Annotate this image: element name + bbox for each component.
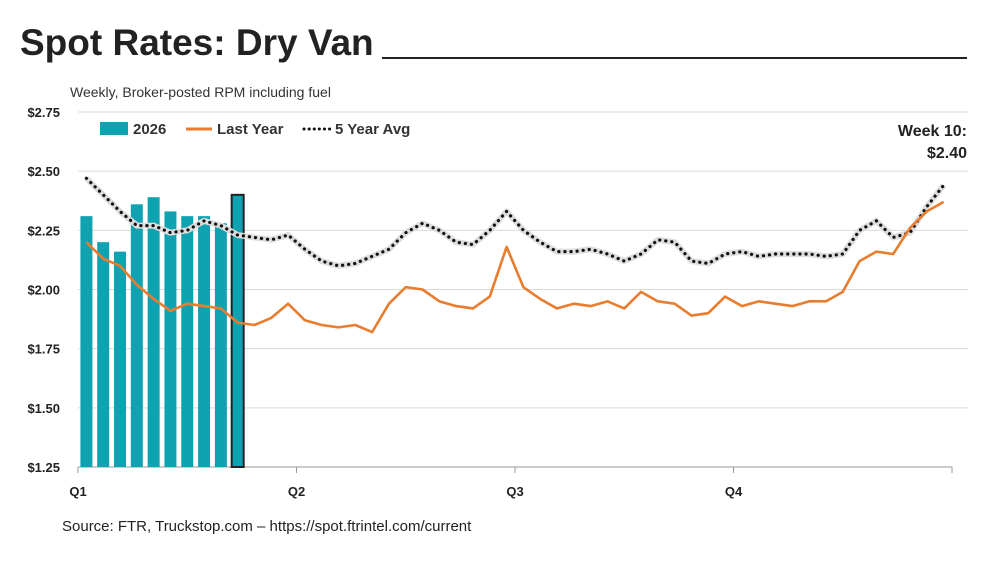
five-year-avg-line	[84, 176, 946, 268]
y-tick-label: $1.75	[27, 342, 60, 357]
y-tick-label: $2.00	[27, 283, 60, 298]
y-tick-label: $1.50	[27, 401, 60, 416]
y-tick-label: $2.75	[27, 105, 60, 120]
bar-2026	[198, 216, 211, 467]
chart-title: Spot Rates: Dry Van	[20, 22, 374, 63]
title-underline	[382, 57, 967, 59]
week-annotation: Week 10: $2.40	[898, 121, 967, 165]
chart-subtitle: Weekly, Broker-posted RPM including fuel	[70, 84, 331, 100]
x-tick-label: Q3	[506, 484, 523, 499]
annotation-line2: $2.40	[926, 145, 967, 162]
y-tick-label: $2.50	[27, 164, 60, 179]
bar-2026	[130, 204, 143, 468]
annotation-line1: Week 10:	[897, 123, 967, 140]
bar-2026	[230, 193, 245, 468]
legend-swatch-2026	[100, 122, 128, 135]
legend-label-2026: 2026	[133, 121, 166, 138]
bar-2026	[80, 216, 93, 467]
source-note: Source: FTR, Truckstop.com – https://spo…	[62, 518, 472, 535]
legend-label-last-year: Last Year	[217, 121, 284, 138]
bar-2026	[181, 216, 194, 467]
y-tick-label: $1.25	[27, 460, 60, 475]
bar-2026	[214, 223, 227, 467]
bar-2026	[97, 242, 110, 467]
bar-2026	[114, 251, 127, 467]
bar-2026	[147, 197, 160, 467]
x-tick-label: Q2	[288, 484, 305, 499]
legend-label-five-year-avg: 5 Year Avg	[335, 121, 410, 138]
bar-2026	[164, 211, 177, 467]
y-tick-label: $2.25	[27, 223, 60, 238]
x-tick-label: Q4	[725, 484, 743, 499]
last-year-line	[85, 200, 945, 334]
x-tick-label: Q1	[69, 484, 86, 499]
